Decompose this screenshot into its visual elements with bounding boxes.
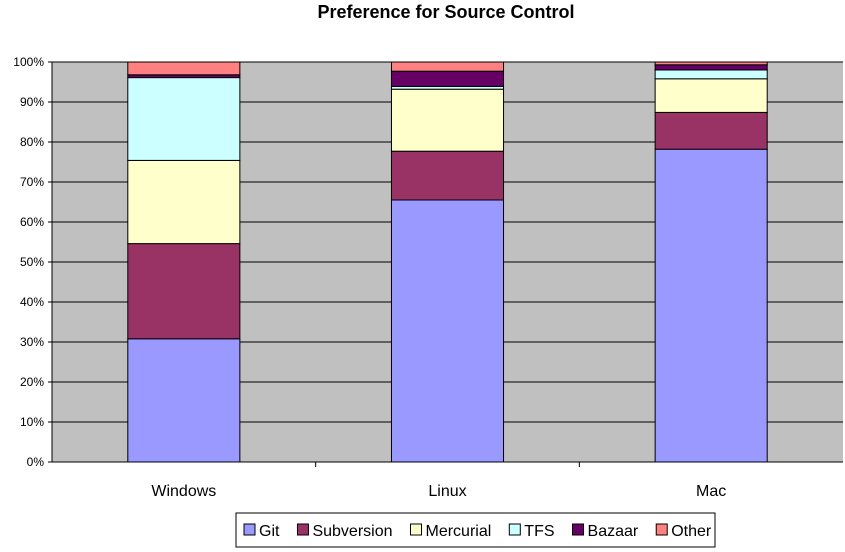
bar-segment-mercurial-mac (654, 78, 768, 113)
legend-label-other: Other (671, 523, 712, 540)
y-tick-label: 10% (20, 415, 44, 429)
bar-segment-subversion-windows (127, 243, 241, 340)
legend-swatch-git (243, 523, 256, 536)
bar-segment-other-windows (127, 61, 241, 76)
category-label: Windows (151, 483, 216, 500)
legend-label-git: Git (259, 523, 280, 540)
bar-segment-tfs-windows (127, 77, 241, 161)
legend-swatch-bazaar (572, 523, 585, 536)
y-tick-label: 90% (20, 95, 44, 109)
legend-swatch-subversion (296, 523, 309, 536)
y-tick-label: 30% (20, 335, 44, 349)
chart-title: Preference for Source Control (317, 2, 574, 22)
legend: Git Subversion Mercurial TFS Bazaar Other (235, 512, 716, 548)
y-tick-label: 60% (20, 215, 44, 229)
legend-swatch-tfs (508, 523, 521, 536)
bar-segment-git-windows (127, 338, 241, 463)
axes (48, 61, 843, 467)
legend-box (235, 512, 716, 548)
y-tick-labels: 0% 10% 20% 30% 40% 50% 60% 70% 80% 90% 100% (13, 55, 44, 469)
y-tick-label: 20% (20, 375, 44, 389)
category-label: Mac (696, 483, 726, 500)
bar-segment-mercurial-windows (127, 159, 241, 245)
y-tick-label: 100% (13, 55, 44, 69)
bar-segment-bazaar-linux (390, 70, 505, 87)
bar-segment-subversion-mac (654, 111, 768, 150)
bars (127, 61, 768, 463)
bar-segment-git-linux (390, 199, 505, 463)
y-tick-label: 80% (20, 135, 44, 149)
legend-label-bazaar: Bazaar (588, 523, 639, 540)
category-label: Linux (428, 483, 466, 500)
bar-segment-subversion-linux (390, 150, 505, 201)
category-labels: Windows Linux Mac (151, 483, 726, 500)
bar-segment-other-mac (654, 61, 768, 66)
legend-swatch-mercurial (410, 523, 422, 536)
y-tick-label: 0% (27, 455, 45, 469)
y-tick-label: 70% (20, 175, 44, 189)
y-tick-label: 50% (20, 255, 44, 269)
bar-segment-tfs-mac (654, 69, 768, 80)
legend-label-tfs: TFS (524, 523, 554, 540)
legend-swatch-other (655, 523, 668, 536)
bar-segment-git-mac (654, 148, 768, 463)
bar-segment-other-linux (390, 61, 505, 72)
y-tick-label: 40% (20, 295, 44, 309)
legend-label-mercurial: Mercurial (426, 523, 492, 540)
legend-label-subversion: Subversion (312, 523, 392, 540)
bar-segment-mercurial-linux (390, 88, 505, 152)
bar-segment-bazaar-mac (654, 64, 768, 71)
